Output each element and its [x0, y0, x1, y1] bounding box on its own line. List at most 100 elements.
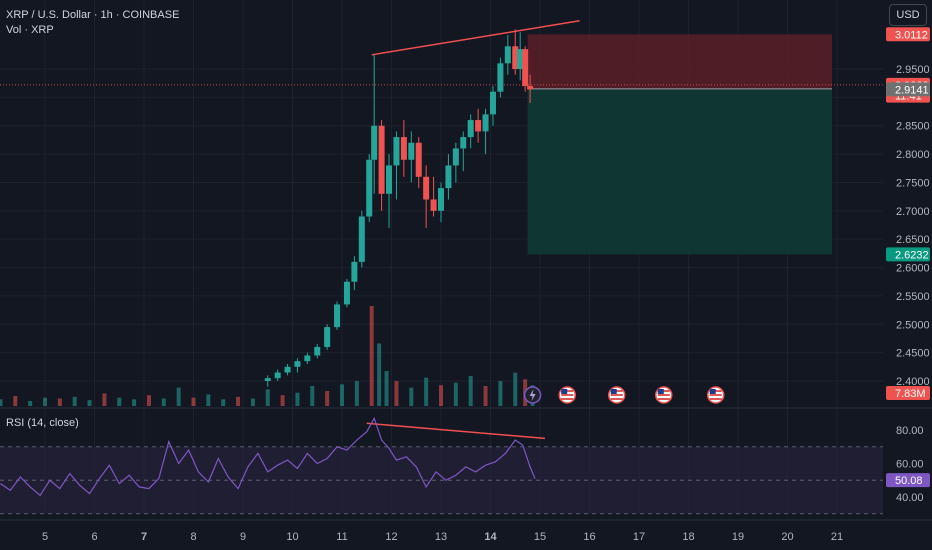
- us-flag-icon[interactable]: [706, 386, 725, 404]
- price-tick-label: 2.6500: [896, 234, 930, 246]
- volume-bar: [513, 372, 518, 406]
- candle-body: [445, 165, 452, 189]
- rsi-pane: [0, 416, 883, 515]
- volume-value-label: 7.83M: [895, 388, 926, 400]
- volume-bar: [295, 392, 300, 406]
- candle-body: [517, 49, 524, 69]
- price-tick-label: 2.4000: [896, 376, 930, 388]
- volume-bar: [468, 376, 473, 406]
- time-axis[interactable]: 5 6 7 8 9 10 11 12 13 14 15 16 17 18 19 20 21: [42, 531, 843, 543]
- candle-body: [522, 49, 529, 87]
- lightning-glyph: [529, 389, 536, 401]
- price-label: 2.6232: [895, 249, 929, 261]
- price-tick-label: 2.7000: [896, 206, 930, 218]
- time-tick-label: 9: [240, 531, 246, 543]
- symbol-title[interactable]: XRP / U.S. Dollar · 1h · COINBASE: [6, 9, 180, 21]
- volume-bar: [409, 387, 414, 406]
- currency-button[interactable]: USD: [889, 4, 927, 26]
- price-tick-label: 2.9500: [896, 64, 930, 76]
- price-label: 3.0112: [895, 29, 928, 41]
- candle-body: [274, 372, 281, 379]
- volume-bar: [424, 377, 429, 406]
- candle-body: [366, 159, 373, 217]
- time-tick-label: 11: [336, 531, 347, 543]
- volume-bar: [43, 397, 47, 406]
- us-flag-icon[interactable]: [607, 386, 626, 404]
- candle-body: [497, 63, 504, 92]
- flag-canton: [657, 389, 664, 394]
- price-tick-label: 2.7500: [896, 177, 930, 189]
- candle-body: [343, 281, 350, 305]
- candle-body: [334, 304, 341, 328]
- rsi-tick-label: 80.00: [896, 425, 924, 437]
- time-tick-label: 16: [583, 531, 595, 543]
- volume-bar: [384, 371, 389, 406]
- price-tick-label: 2.5500: [896, 291, 930, 303]
- candle-body: [430, 199, 437, 211]
- candle-body: [351, 261, 358, 282]
- rsi-value-label: 50.08: [895, 475, 923, 487]
- price-tick-label: 2.5000: [896, 319, 930, 331]
- volume-bar: [354, 381, 359, 406]
- lightning-event-icon[interactable]: [523, 386, 542, 404]
- volume-bar: [87, 400, 92, 406]
- volume-bar: [57, 398, 62, 406]
- volume-bar: [0, 399, 3, 406]
- volume-bar: [191, 397, 196, 406]
- candle-body: [314, 346, 321, 356]
- volume-bar: [161, 398, 166, 406]
- time-tick-label: 17: [633, 531, 645, 543]
- candle-body: [504, 46, 511, 64]
- price-label-background: [886, 27, 930, 42]
- volume-bar: [377, 343, 382, 406]
- candle-body: [358, 216, 365, 262]
- volume-bar: [280, 395, 285, 406]
- price-tick-label: 2.8000: [896, 149, 930, 161]
- candle-body: [423, 176, 430, 200]
- time-tick-label: 14: [484, 531, 497, 543]
- rsi-legend[interactable]: RSI (14, close): [6, 417, 79, 429]
- volume-bars: [0, 306, 535, 406]
- flag-canton: [610, 389, 617, 394]
- flag-canton: [709, 389, 716, 394]
- volume-bar: [394, 381, 399, 406]
- candle-body: [482, 114, 489, 132]
- us-flag-icon[interactable]: [558, 386, 576, 404]
- time-tick-label: 6: [91, 531, 97, 543]
- price-tick-label: 2.8500: [896, 121, 930, 133]
- candle-body: [512, 46, 519, 69]
- take-profit-zone: [527, 88, 833, 255]
- rsi-trendline: [366, 422, 546, 440]
- candle-body: [386, 165, 393, 194]
- volume-bar: [132, 399, 137, 406]
- event-icons[interactable]: [523, 386, 725, 404]
- time-tick-label: 19: [732, 531, 744, 543]
- candle-body: [264, 378, 271, 381]
- volume-bar: [236, 396, 241, 406]
- candle-body: [393, 137, 400, 166]
- rsi-tick-label: 60.00: [896, 459, 924, 471]
- volume-bar: [483, 386, 488, 406]
- candle-body: [400, 137, 407, 160]
- us-flag-icon[interactable]: [655, 386, 673, 404]
- price-label-background: [886, 247, 930, 262]
- candle-body: [452, 148, 459, 166]
- candle-body: [489, 91, 496, 115]
- time-tick-label: 5: [42, 531, 48, 543]
- volume-bar: [453, 382, 458, 406]
- candle-body: [467, 120, 474, 138]
- time-tick-label: 13: [435, 531, 447, 543]
- volume-bar: [28, 401, 33, 406]
- volume-bar: [439, 385, 443, 406]
- volume-bar: [206, 394, 211, 406]
- price-axis[interactable]: 2.4000 2.4500 2.5000 2.5500 2.6000 2.6500 2.70…: [886, 27, 930, 504]
- time-tick-label: 21: [831, 531, 843, 543]
- volume-legend[interactable]: Vol · XRP: [6, 24, 54, 36]
- price-trendline: [371, 20, 580, 56]
- time-tick-label: 12: [385, 531, 397, 543]
- stop-loss-zone: [527, 34, 833, 89]
- volume-bar: [221, 399, 226, 406]
- volume-label-background: [886, 386, 930, 400]
- candle-body: [527, 86, 534, 90]
